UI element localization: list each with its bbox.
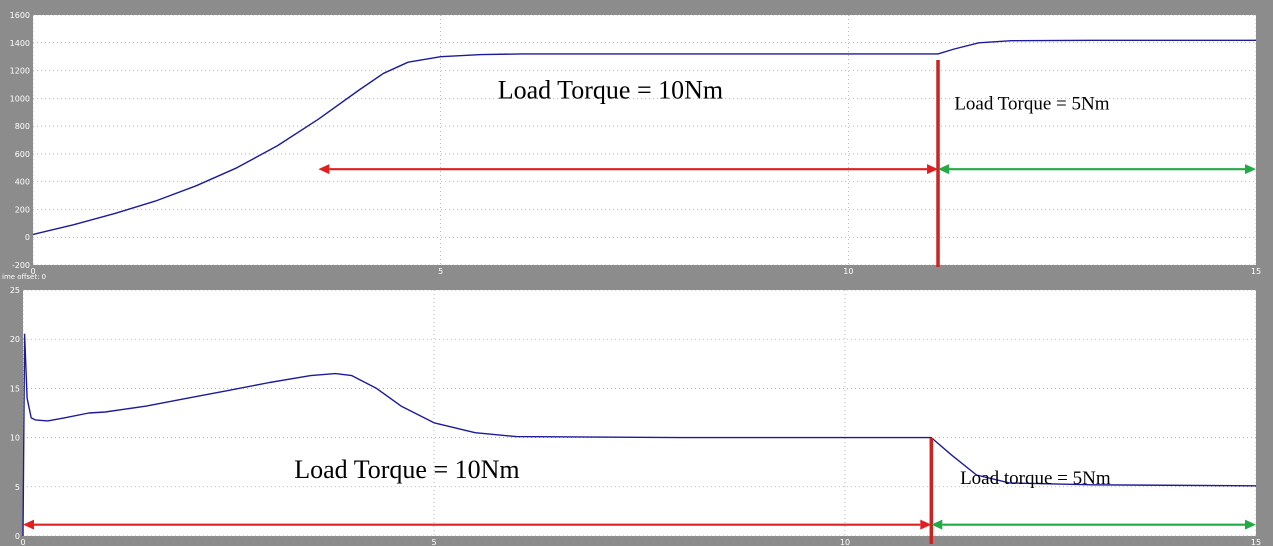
x-tick-label: 10 xyxy=(843,267,853,276)
green-arrow-head-right xyxy=(1245,164,1256,175)
y-tick-label: 1600 xyxy=(10,11,30,20)
x-tick-label: 15 xyxy=(1251,267,1261,276)
plot-area xyxy=(33,15,1256,265)
x-tick-label: 10 xyxy=(840,538,850,546)
y-tick-label: 1200 xyxy=(10,67,30,76)
series-line xyxy=(32,39,1256,236)
torque-chart: 0 5 10 15 20 25 0 5 10 15 Load Torque = 10Nm Load t… xyxy=(10,286,1261,546)
plot-area xyxy=(23,290,1256,536)
green-arrow-head-right xyxy=(1245,519,1256,530)
x-tick-label: 15 xyxy=(1251,538,1261,546)
y-tick-label: 400 xyxy=(15,178,30,187)
y-tick-label: 600 xyxy=(15,150,30,159)
y-tick-label: 1400 xyxy=(10,39,30,48)
y-tick-label: 15 xyxy=(10,384,20,393)
time-offset-label: ime offset: 0 xyxy=(2,273,46,281)
load-torque-annotation: Load Torque = 10Nm xyxy=(498,75,723,104)
green-arrow-head-left xyxy=(938,164,950,175)
red-arrow-head-left xyxy=(318,164,330,175)
y-tick-label: 5 xyxy=(15,483,20,492)
y-tick-label: 10 xyxy=(10,434,20,443)
series-line xyxy=(22,333,1257,537)
red-arrow-head-right xyxy=(927,164,939,175)
x-tick-label: 0 xyxy=(20,538,25,546)
y-tick-label: 0 xyxy=(25,233,30,242)
green-arrow-head-left xyxy=(931,519,943,530)
y-tick-label: 1000 xyxy=(10,94,30,103)
red-arrow-head-right xyxy=(920,519,932,530)
y-tick-label: -200 xyxy=(12,261,30,270)
load-torque-annotation: Load torque = 5Nm xyxy=(960,468,1111,489)
y-tick-label: 200 xyxy=(15,205,30,214)
x-tick-label: 5 xyxy=(431,538,436,546)
load-torque-annotation: Load Torque = 10Nm xyxy=(294,455,519,484)
x-tick-label: 5 xyxy=(438,267,443,276)
red-arrow-head-left xyxy=(23,519,34,530)
x-tick-label: 0 xyxy=(30,267,35,276)
y-tick-label: 25 xyxy=(10,286,20,295)
y-tick-label: 20 xyxy=(10,335,20,344)
y-tick-label: 0 xyxy=(15,532,20,541)
y-tick-label: 800 xyxy=(15,122,30,131)
load-torque-annotation: Load Torque = 5Nm xyxy=(954,93,1109,114)
